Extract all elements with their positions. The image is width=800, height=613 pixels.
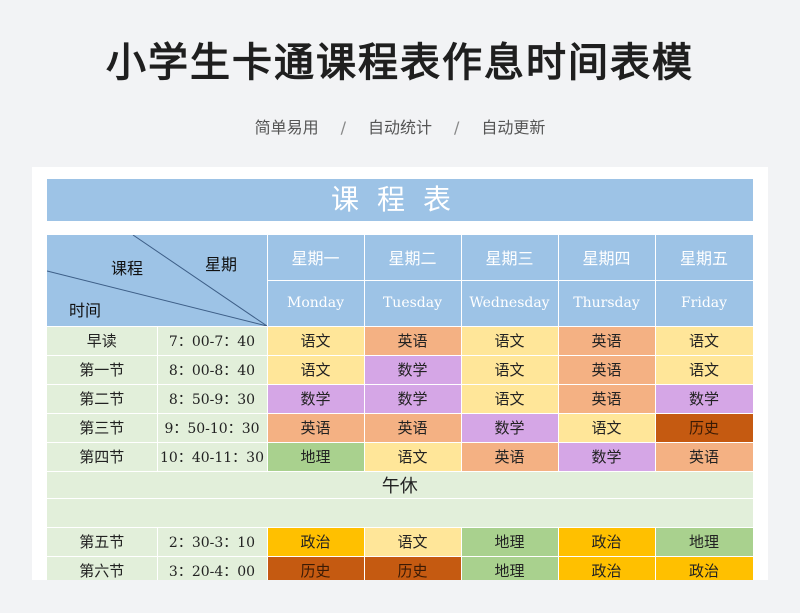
subject-cell: 英语 [267, 413, 365, 443]
period-time: 9：50-10：30 [157, 413, 268, 443]
period-row: 第六节 3：20-4：00 历史 历史 地理 政治 政治 [47, 556, 753, 580]
period-row: 早读 7：00-7：40 语文 英语 语文 英语 语文 [47, 326, 753, 356]
tag-auto-update: 自动更新 [481, 118, 546, 137]
subject-cell: 语文 [655, 326, 753, 356]
period-time: 2：30-3：10 [157, 527, 268, 557]
subject-cell: 英语 [558, 384, 656, 414]
period-name: 第四节 [47, 442, 158, 472]
subject-cell: 地理 [267, 442, 365, 472]
period-row: 第一节 8：00-8：40 语文 数学 语文 英语 语文 [47, 355, 753, 385]
day-header-english: Thursday [558, 280, 656, 327]
day-header: 星期二 [364, 235, 462, 281]
subject-cell: 历史 [655, 413, 753, 443]
header-corner-cell: 课程 星期 时间 [47, 235, 268, 327]
corner-weekday-label: 星期 [205, 255, 238, 274]
subject-cell: 英语 [655, 442, 753, 472]
corner-time-label: 时间 [69, 301, 102, 320]
period-row: 第五节 2：30-3：10 政治 语文 地理 政治 地理 [47, 527, 753, 557]
subject-cell: 语文 [655, 355, 753, 385]
tag-easy: 简单易用 [254, 118, 319, 137]
page-title: 小学生卡通课程表作息时间表模 [106, 40, 694, 86]
period-name: 第三节 [47, 413, 158, 443]
lunch-spacer [47, 498, 753, 528]
period-time: 3：20-4：00 [157, 556, 268, 580]
timetable-sheet: 课程表 课程 星期 时间 星期一 [47, 179, 753, 580]
period-time: 10：40-11：30 [157, 442, 268, 472]
subject-cell: 语文 [267, 326, 365, 356]
subject-cell: 英语 [364, 326, 462, 356]
subject-cell: 语文 [364, 442, 462, 472]
lunch-label: 午休 [47, 471, 753, 499]
preview-card: 课程表 课程 星期 时间 星期一 [32, 167, 768, 580]
subject-cell: 数学 [364, 384, 462, 414]
subject-cell: 语文 [267, 355, 365, 385]
period-time: 7：00-7：40 [157, 326, 268, 356]
corner-course-label: 课程 [111, 259, 144, 278]
period-time: 8：00-8：40 [157, 355, 268, 385]
subject-cell: 数学 [364, 355, 462, 385]
subject-cell: 数学 [461, 413, 559, 443]
tag-separator: / [340, 118, 346, 137]
day-header-english: Tuesday [364, 280, 462, 327]
day-header: 星期一 [267, 235, 365, 281]
timetable-banner: 课程表 [47, 179, 753, 221]
subject-cell: 历史 [364, 556, 462, 580]
tag-separator: / [454, 118, 460, 137]
feature-tags: 简单易用 / 自动统计 / 自动更新 [0, 114, 800, 138]
tag-auto-stat: 自动统计 [367, 118, 432, 137]
subject-cell: 英语 [364, 413, 462, 443]
period-row: 第三节 9：50-10：30 英语 英语 数学 语文 历史 [47, 413, 753, 443]
subject-cell: 地理 [655, 527, 753, 557]
day-header-english: Monday [267, 280, 365, 327]
subject-cell: 数学 [558, 442, 656, 472]
subject-cell: 语文 [461, 355, 559, 385]
period-name: 第一节 [47, 355, 158, 385]
day-header: 星期四 [558, 235, 656, 281]
subject-cell: 地理 [461, 527, 559, 557]
period-row: 第四节 10：40-11：30 地理 语文 英语 数学 英语 [47, 442, 753, 472]
day-header: 星期三 [461, 235, 559, 281]
subject-cell: 政治 [655, 556, 753, 580]
subject-cell: 政治 [558, 527, 656, 557]
subject-cell: 英语 [558, 355, 656, 385]
period-time: 8：50-9：30 [157, 384, 268, 414]
subject-cell: 英语 [461, 442, 559, 472]
subject-cell: 数学 [655, 384, 753, 414]
subject-cell: 英语 [558, 326, 656, 356]
period-name: 早读 [47, 326, 158, 356]
subject-cell: 政治 [558, 556, 656, 580]
lunch-spacer-row [47, 498, 753, 528]
day-header-english: Wednesday [461, 280, 559, 327]
subject-cell: 语文 [558, 413, 656, 443]
day-header: 星期五 [655, 235, 753, 281]
lunch-row: 午休 [47, 471, 753, 499]
subject-cell: 地理 [461, 556, 559, 580]
subject-cell: 历史 [267, 556, 365, 580]
period-name: 第五节 [47, 527, 158, 557]
subject-cell: 语文 [364, 527, 462, 557]
subject-cell: 政治 [267, 527, 365, 557]
corner-diagonal-lines [47, 235, 266, 325]
period-name: 第六节 [47, 556, 158, 580]
subject-cell: 语文 [461, 326, 559, 356]
period-name: 第二节 [47, 384, 158, 414]
day-header-english: Friday [655, 280, 753, 327]
timetable-grid: 课程 星期 时间 星期一 星期二 星期三 星期四 星期五 Monday Tues… [47, 235, 753, 580]
period-row: 第二节 8：50-9：30 数学 数学 语文 英语 数学 [47, 384, 753, 414]
subject-cell: 语文 [461, 384, 559, 414]
subject-cell: 数学 [267, 384, 365, 414]
